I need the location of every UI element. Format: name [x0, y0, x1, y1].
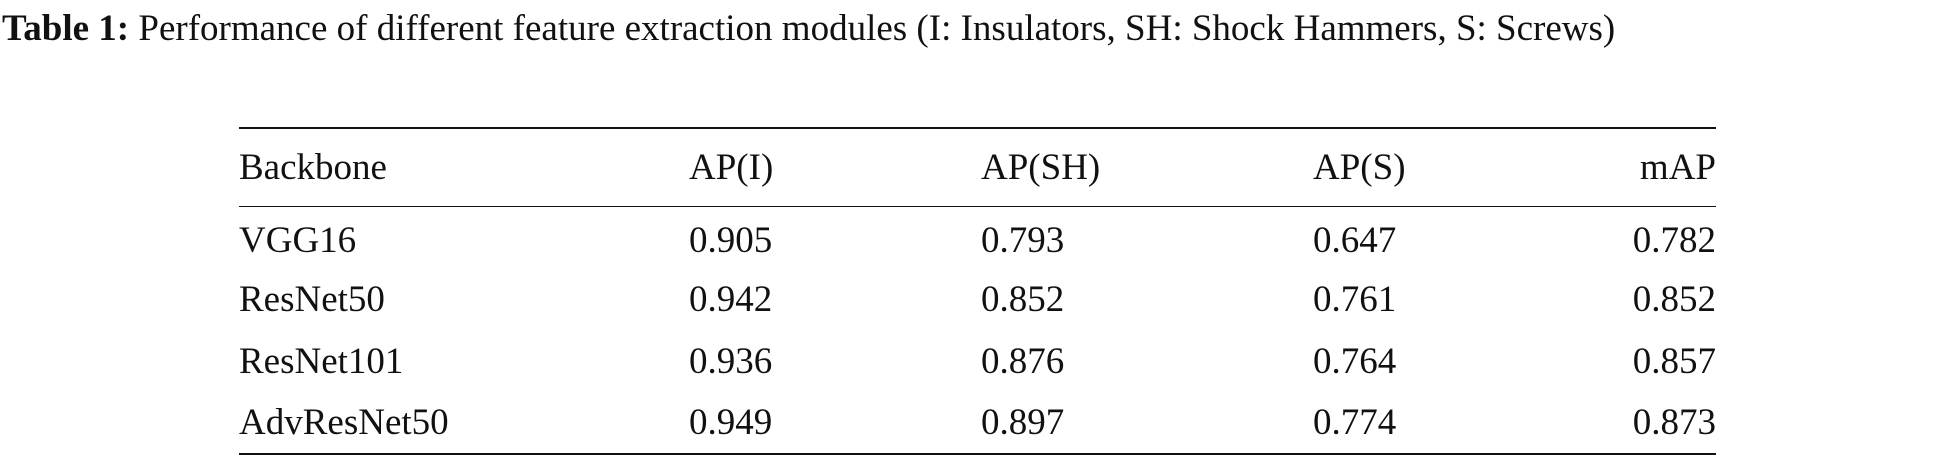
- table-row: ResNet101 0.936 0.876 0.764 0.857: [239, 330, 1716, 392]
- cell: 0.905: [689, 219, 773, 261]
- cell: 0.782: [1632, 219, 1716, 261]
- row-label: ResNet50: [239, 278, 385, 320]
- cell: 0.873: [1632, 402, 1716, 443]
- row-label: ResNet101: [239, 340, 404, 382]
- table-header: Backbone AP(I) AP(SH) AP(S) mAP: [239, 128, 1716, 206]
- table-row: VGG16 0.905 0.793 0.647 0.782: [239, 206, 1716, 268]
- caption-text: Performance of different feature extract…: [138, 8, 1616, 49]
- table-row: AdvResNet50 0.949 0.897 0.774 0.873: [239, 392, 1716, 454]
- cell: 0.774: [1313, 402, 1397, 443]
- caption-label: Table 1:: [2, 8, 130, 49]
- column-header: AP(SH): [981, 146, 1101, 188]
- cell: 0.852: [981, 278, 1065, 320]
- column-header: AP(S): [1313, 146, 1406, 188]
- cell: 0.942: [689, 278, 773, 320]
- column-header: AP(I): [689, 146, 774, 188]
- cell: 0.793: [981, 219, 1065, 261]
- header-row: Backbone AP(I) AP(SH) AP(S) mAP: [239, 128, 1716, 206]
- results-table: Backbone AP(I) AP(SH) AP(S) mAP VGG16 0.905 0.…: [239, 127, 1716, 455]
- cell: 0.647: [1313, 219, 1397, 261]
- table-body: VGG16 0.905 0.793 0.647 0.782 ResNet50 0.942 0.…: [239, 206, 1716, 454]
- cell: 0.897: [981, 402, 1065, 443]
- column-header: Backbone: [239, 146, 387, 188]
- cell: 0.764: [1313, 340, 1397, 382]
- cell: 0.852: [1632, 278, 1716, 320]
- table-row: ResNet50 0.942 0.852 0.761 0.852: [239, 268, 1716, 330]
- column-header: mAP: [1639, 146, 1716, 188]
- cell: 0.857: [1632, 340, 1716, 382]
- caption: Table 1: Performance of different featur…: [2, 6, 1952, 52]
- cell: 0.876: [981, 340, 1065, 382]
- cell: 0.949: [689, 402, 773, 443]
- cell: 0.761: [1313, 278, 1397, 320]
- row-label: VGG16: [239, 219, 357, 261]
- cell: 0.936: [689, 340, 773, 382]
- row-label: AdvResNet50: [239, 402, 449, 443]
